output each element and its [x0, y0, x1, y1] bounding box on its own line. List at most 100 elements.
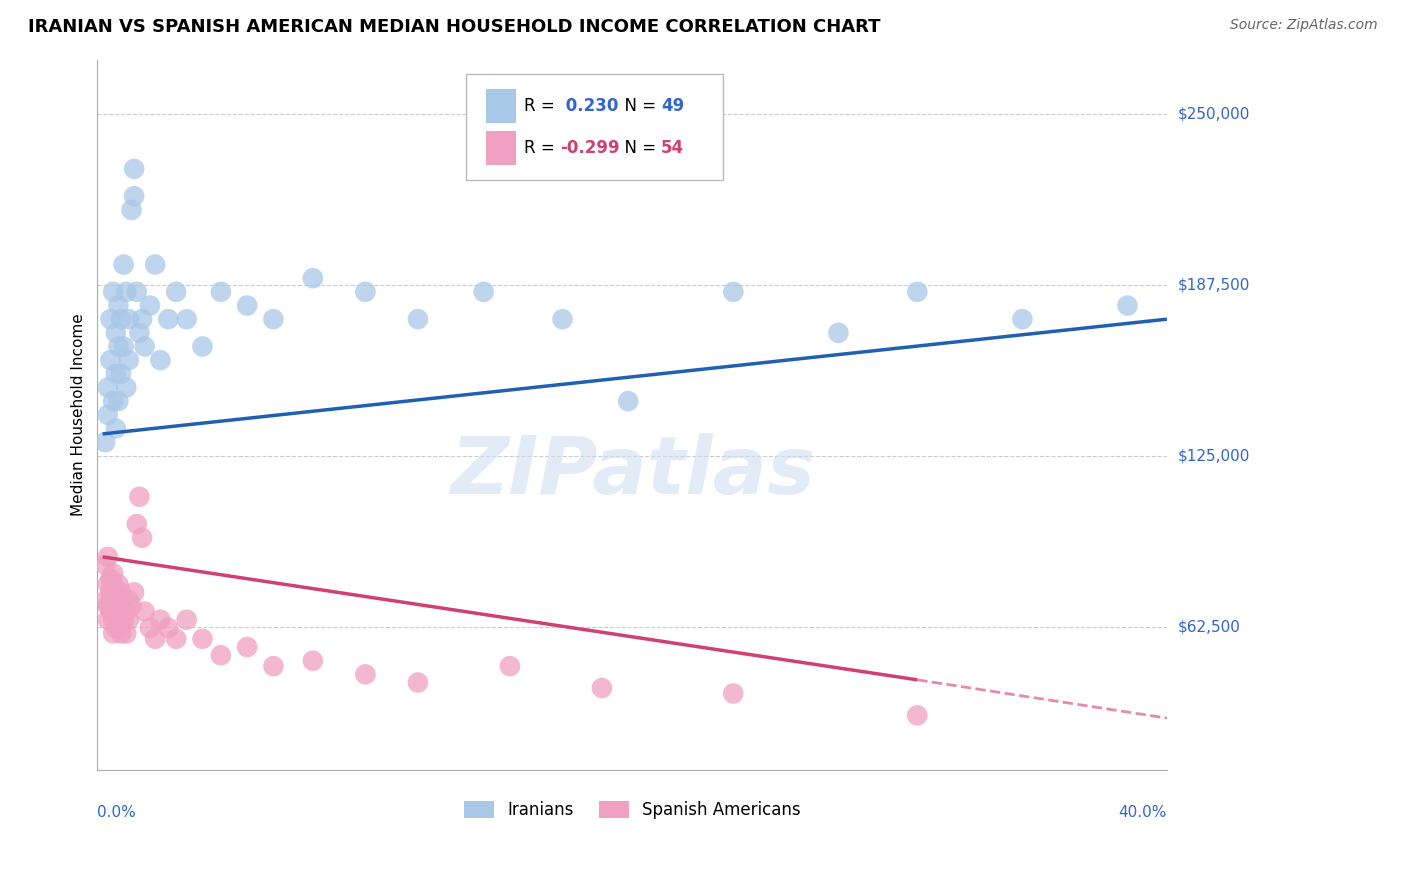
Point [354, 285, 377, 299]
Point [100, 572, 122, 586]
Point [100, 353, 122, 368]
Point [591, 681, 613, 695]
Point [100, 593, 122, 607]
Point [122, 189, 145, 203]
Point [104, 605, 127, 619]
Point [104, 621, 127, 635]
Point [176, 312, 198, 326]
Point [128, 490, 150, 504]
Text: N =: N = [614, 96, 661, 115]
Point [101, 394, 124, 409]
Point [97, 549, 120, 564]
Point [551, 312, 574, 326]
Text: $250,000: $250,000 [1178, 107, 1250, 121]
Point [104, 326, 127, 340]
Point [139, 298, 162, 312]
Point [236, 640, 259, 654]
Point [104, 367, 127, 381]
Point [827, 326, 849, 340]
Point [115, 626, 138, 640]
Point [617, 394, 640, 409]
Point [209, 285, 232, 299]
Point [118, 593, 141, 607]
Point [104, 585, 127, 599]
Point [115, 380, 138, 394]
Point [101, 599, 124, 613]
Point [112, 593, 135, 607]
Text: Source: ZipAtlas.com: Source: ZipAtlas.com [1230, 18, 1378, 32]
Point [112, 613, 135, 627]
Point [262, 312, 284, 326]
Point [97, 408, 120, 422]
Point [110, 312, 132, 326]
Point [143, 632, 166, 646]
Point [110, 626, 132, 640]
Point [118, 613, 141, 627]
Point [302, 654, 325, 668]
Point [149, 353, 172, 368]
Point [101, 626, 124, 640]
Point [472, 285, 495, 299]
Point [121, 599, 143, 613]
Point [107, 394, 129, 409]
Point [236, 298, 259, 312]
Point [110, 585, 132, 599]
Text: R =: R = [524, 139, 560, 157]
Point [94, 593, 117, 607]
Text: 0.0%: 0.0% [97, 805, 136, 820]
Point [97, 577, 120, 591]
Point [165, 632, 187, 646]
Point [122, 585, 145, 599]
Point [100, 605, 122, 619]
Point [110, 367, 132, 381]
FancyBboxPatch shape [467, 74, 723, 180]
Point [149, 613, 172, 627]
Point [97, 613, 120, 627]
Text: IRANIAN VS SPANISH AMERICAN MEDIAN HOUSEHOLD INCOME CORRELATION CHART: IRANIAN VS SPANISH AMERICAN MEDIAN HOUSE… [28, 18, 880, 36]
Point [157, 621, 180, 635]
Point [406, 675, 429, 690]
Point [125, 517, 148, 532]
Text: $125,000: $125,000 [1178, 449, 1250, 463]
Point [191, 632, 214, 646]
Point [723, 686, 745, 700]
Point [115, 285, 138, 299]
Text: 0.230: 0.230 [561, 96, 619, 115]
Point [101, 613, 124, 627]
FancyBboxPatch shape [485, 88, 516, 123]
Text: 54: 54 [661, 139, 685, 157]
Legend: Iranians, Spanish Americans: Iranians, Spanish Americans [457, 794, 807, 826]
Point [101, 285, 124, 299]
Point [191, 339, 214, 353]
Point [134, 605, 156, 619]
Point [1116, 298, 1139, 312]
Point [97, 599, 120, 613]
Text: 49: 49 [661, 96, 685, 115]
Point [209, 648, 232, 663]
Point [107, 339, 129, 353]
Point [107, 577, 129, 591]
Point [118, 312, 141, 326]
Point [723, 285, 745, 299]
Point [499, 659, 522, 673]
FancyBboxPatch shape [485, 131, 516, 165]
Point [94, 435, 117, 450]
Point [131, 531, 153, 545]
Point [122, 161, 145, 176]
Point [107, 298, 129, 312]
Text: -0.299: -0.299 [561, 139, 620, 157]
Point [121, 202, 143, 217]
Point [112, 339, 135, 353]
Point [128, 326, 150, 340]
Text: ZIPatlas: ZIPatlas [450, 433, 814, 510]
Point [1011, 312, 1033, 326]
Text: 40.0%: 40.0% [1119, 805, 1167, 820]
Point [110, 605, 132, 619]
Point [115, 605, 138, 619]
Point [97, 380, 120, 394]
Point [107, 599, 129, 613]
Point [905, 285, 928, 299]
Y-axis label: Median Household Income: Median Household Income [72, 313, 86, 516]
Point [165, 285, 187, 299]
Point [176, 613, 198, 627]
